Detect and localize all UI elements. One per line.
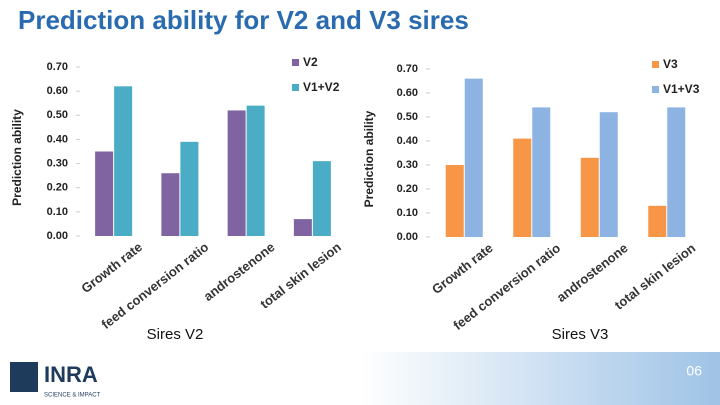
bar [513, 138, 532, 237]
bar [580, 157, 599, 237]
page-number: 06 [686, 363, 702, 379]
bar [464, 78, 483, 237]
legend-label: V2 [303, 55, 318, 69]
bar [312, 161, 331, 236]
y-tick-label: 0.50 [47, 109, 68, 121]
y-tick-label: 0.40 [397, 135, 418, 147]
bar [648, 205, 667, 237]
logo: INRA SCIENCE & IMPACT [10, 362, 101, 399]
y-tick-label: 0.10 [397, 207, 418, 219]
logo-tagline: SCIENCE & IMPACT [44, 393, 101, 399]
y-tick-label: 0.60 [397, 87, 418, 99]
legend-label: V1+V3 [663, 82, 700, 96]
y-tick-label: 0.70 [47, 61, 68, 73]
y-tick-label: 0.30 [47, 157, 68, 169]
y-tick-label: 0.30 [397, 159, 418, 171]
y-tick-label: 0.40 [47, 133, 68, 145]
legend-swatch [292, 59, 299, 66]
bar [95, 151, 114, 236]
bar [161, 173, 180, 236]
y-tick-label: 0.00 [47, 230, 68, 242]
legend-swatch [652, 86, 659, 93]
y-tick-label: 0.10 [47, 206, 68, 218]
y-tick-label: 0.00 [397, 231, 418, 243]
bar [667, 107, 686, 238]
y-tick-label: 0.60 [47, 85, 68, 97]
y-tick-label: 0.20 [397, 183, 418, 195]
y-tick-label: 0.70 [397, 63, 418, 75]
x-axis-title: Sires V3 [552, 326, 609, 343]
bar [227, 110, 246, 236]
y-tick-label: 0.20 [47, 182, 68, 194]
y-tick-label: 0.50 [397, 111, 418, 123]
bar [445, 165, 464, 237]
bar [246, 105, 265, 236]
bar [532, 107, 551, 238]
y-axis-title: Prediction ability [10, 109, 24, 206]
logo-name: INRA [44, 362, 98, 387]
legend-swatch [652, 61, 659, 68]
bar [599, 112, 618, 237]
bar [293, 219, 312, 236]
bar [114, 86, 133, 236]
y-axis-title: Prediction ability [362, 110, 376, 207]
footer-band [360, 352, 720, 405]
bar [180, 141, 199, 236]
legend-label: V1+V2 [303, 80, 340, 94]
x-axis-title: Sires V2 [147, 326, 204, 343]
legend-label: V3 [663, 57, 678, 71]
logo-icon [10, 362, 38, 392]
legend-swatch [292, 84, 299, 91]
slide-title: Prediction ability for V2 and V3 sires [18, 5, 469, 35]
